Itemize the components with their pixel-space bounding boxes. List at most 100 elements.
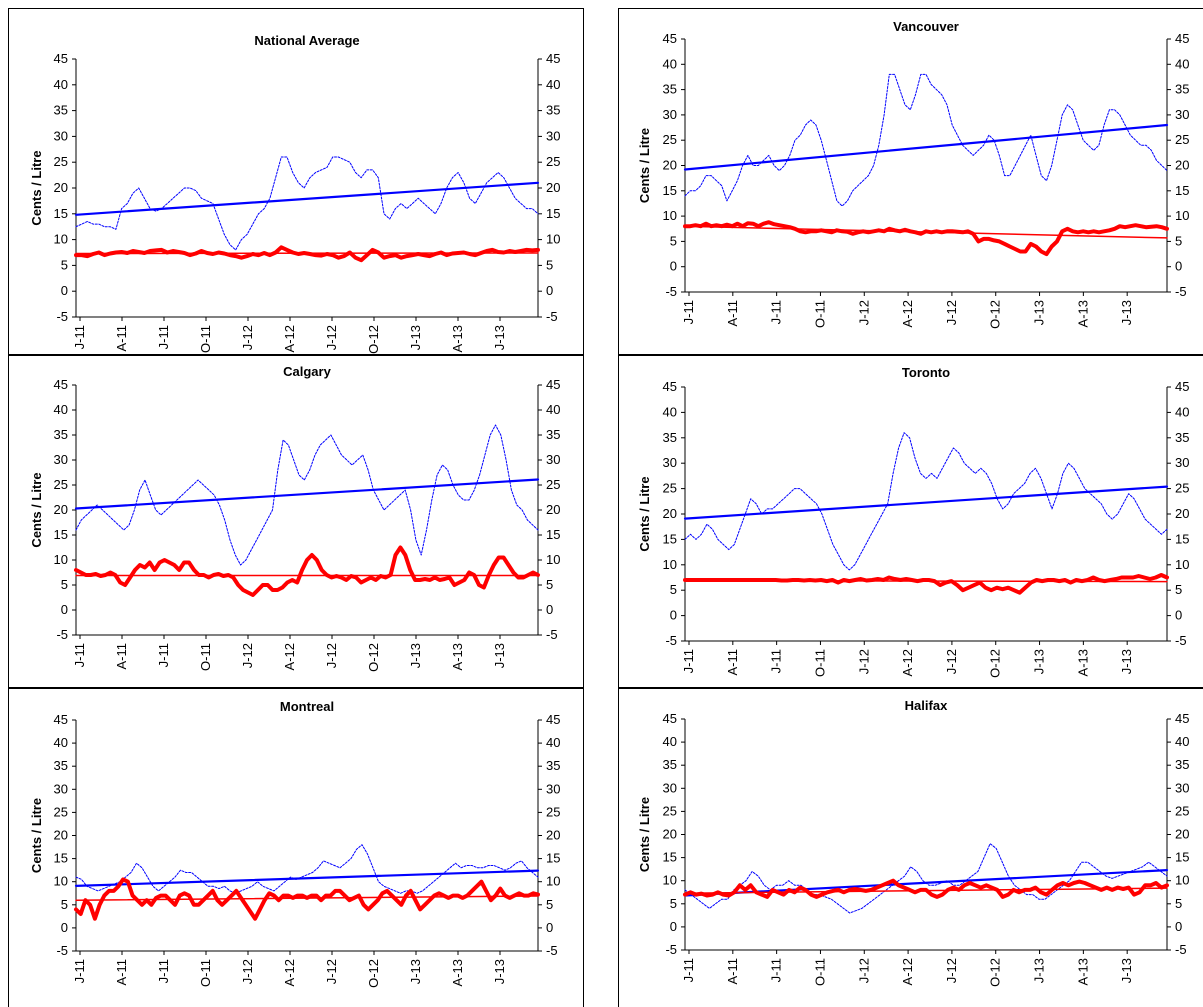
- y-tick-label-right: 25: [1175, 481, 1189, 496]
- gross-margin-line: [75, 844, 539, 894]
- chart-toronto: Toronto 45 45 40 40 35 35 30 30 25 25 20 20 15 15 10 10 5…: [618, 355, 1203, 688]
- y-tick-label-right: 30: [546, 128, 560, 143]
- y-tick-label-left: 0: [670, 608, 677, 623]
- y-tick-label-left: -5: [665, 942, 677, 957]
- x-tick-label: J-11: [769, 649, 784, 673]
- y-tick-label-left: -5: [56, 627, 68, 642]
- y-tick-label-left: 0: [670, 259, 677, 274]
- y-tick-label-right: 35: [1175, 757, 1189, 772]
- x-tick-label: O-11: [812, 649, 827, 677]
- chart-svg: Montreal 45 45 40 40 35 35 30 30 25 25 20 20 15 15 10 10…: [29, 699, 560, 988]
- gross-margin-line: [75, 156, 539, 251]
- x-tick-label: A-11: [114, 959, 129, 986]
- x-tick-label: J-11: [72, 643, 87, 667]
- y-tick-label-right: 0: [546, 920, 553, 935]
- y-tick-label-right: 5: [546, 897, 553, 912]
- retail-trend-line: [75, 252, 539, 255]
- y-axis-label: Cents / Litre: [29, 150, 44, 225]
- y-tick-label-right: 40: [1175, 56, 1189, 71]
- x-tick-label: J-11: [681, 649, 696, 673]
- y-tick-label-right: 15: [546, 206, 560, 221]
- y-tick-label-right: -5: [546, 309, 558, 324]
- y-tick-label-left: 5: [61, 897, 68, 912]
- gross-trend-line: [683, 485, 1169, 520]
- y-tick-label-left: 35: [663, 82, 677, 97]
- y-tick-label-right: 15: [1175, 531, 1189, 546]
- y-tick-label-right: 15: [546, 851, 560, 866]
- chart-svg: Vancouver 45 45 40 40 35 35 30 30 25 25 20 20 15 15 10 1…: [637, 19, 1189, 329]
- y-tick-label-right: 5: [546, 257, 553, 272]
- y-tick-label-left: 15: [663, 850, 677, 865]
- y-tick-label-left: 35: [663, 430, 677, 445]
- y-tick-label-right: -5: [546, 943, 558, 958]
- chart-vancouver: Vancouver 45 45 40 40 35 35 30 30 25 25 20 20 15 15 10 1…: [618, 8, 1203, 355]
- y-tick-label-right: 20: [546, 180, 560, 195]
- y-tick-label-right: 35: [546, 103, 560, 118]
- y-tick-label-right: 30: [546, 781, 560, 796]
- gross-margin-line: [75, 424, 539, 566]
- y-tick-label-right: 10: [546, 874, 560, 889]
- x-tick-label: A-12: [900, 300, 915, 327]
- x-tick-label: A-13: [450, 643, 465, 670]
- y-tick-label-left: 10: [54, 552, 68, 567]
- x-tick-label: J-12: [856, 958, 871, 983]
- x-tick-label: J-13: [1119, 649, 1134, 674]
- chart-halifax: Halifax 45 45 40 40 35 35 30 30 25 25 20 20 15 15 10 10 5…: [618, 688, 1203, 1007]
- x-tick-label: J-13: [408, 643, 423, 668]
- y-axis-label: Cents / Litre: [29, 472, 44, 547]
- y-tick-label-left: 30: [54, 452, 68, 467]
- y-tick-label-right: 40: [1175, 734, 1189, 749]
- y-tick-label-left: 25: [54, 477, 68, 492]
- y-tick-label-right: -5: [1175, 284, 1187, 299]
- y-tick-label-left: 10: [54, 874, 68, 889]
- chart-svg: National Average 45 45 40 40 35 35 30 30 25 25 20 20…: [29, 33, 560, 354]
- x-tick-label: J-11: [156, 643, 171, 667]
- x-tick-label: A-11: [114, 643, 129, 670]
- y-tick-label-right: 15: [1175, 183, 1189, 198]
- x-tick-label: J-12: [324, 325, 339, 350]
- y-tick-label-right: 20: [546, 502, 560, 517]
- x-tick-label: O-12: [366, 325, 381, 354]
- y-tick-label-right: 45: [1175, 379, 1189, 394]
- gross-trend-line: [683, 869, 1169, 897]
- x-tick-label: J-13: [492, 643, 507, 668]
- x-tick-label: J-11: [681, 958, 696, 982]
- y-tick-label-right: -5: [546, 627, 558, 642]
- x-tick-label: O-12: [988, 649, 1003, 678]
- x-tick-label: A-13: [450, 325, 465, 352]
- y-tick-label-left: 15: [663, 531, 677, 546]
- x-tick-label: J-12: [944, 958, 959, 983]
- x-tick-label: A-12: [282, 643, 297, 670]
- x-tick-label: J-11: [72, 325, 87, 349]
- y-tick-label-left: 15: [54, 851, 68, 866]
- x-tick-label: O-11: [198, 959, 213, 987]
- gross-margin-line: [684, 843, 1168, 914]
- x-tick-label: A-11: [725, 958, 740, 985]
- y-tick-label-left: 25: [54, 804, 68, 819]
- gross-margin-line: [684, 73, 1168, 207]
- x-tick-label: A-13: [1075, 649, 1090, 676]
- y-tick-label-left: 30: [663, 455, 677, 470]
- y-tick-label-left: 5: [61, 577, 68, 592]
- x-tick-label: J-12: [240, 325, 255, 350]
- y-tick-label-left: 45: [663, 31, 677, 46]
- y-tick-label-left: -5: [665, 633, 677, 648]
- y-tick-label-right: 20: [1175, 158, 1189, 173]
- y-tick-label-right: 0: [546, 602, 553, 617]
- x-tick-label: A-13: [450, 959, 465, 986]
- x-tick-label: J-11: [72, 959, 87, 983]
- y-tick-label-right: 40: [546, 402, 560, 417]
- y-tick-label-left: 30: [54, 781, 68, 796]
- y-tick-label-right: -5: [1175, 942, 1187, 957]
- y-tick-label-left: 20: [54, 180, 68, 195]
- gross-trend-line: [74, 181, 540, 216]
- y-tick-label-right: 0: [1175, 259, 1182, 274]
- y-tick-label-right: 45: [546, 51, 560, 66]
- y-tick-label-left: 0: [670, 919, 677, 934]
- y-tick-label-right: 30: [1175, 455, 1189, 470]
- y-tick-label-right: 10: [1175, 873, 1189, 888]
- x-tick-label: J-12: [240, 643, 255, 668]
- y-tick-label-left: 5: [670, 582, 677, 597]
- chart-svg: Calgary 45 45 40 40 35 35 30 30 25 25 20 20 15 15 10 10 5…: [29, 364, 560, 672]
- y-tick-label-right: 45: [1175, 711, 1189, 726]
